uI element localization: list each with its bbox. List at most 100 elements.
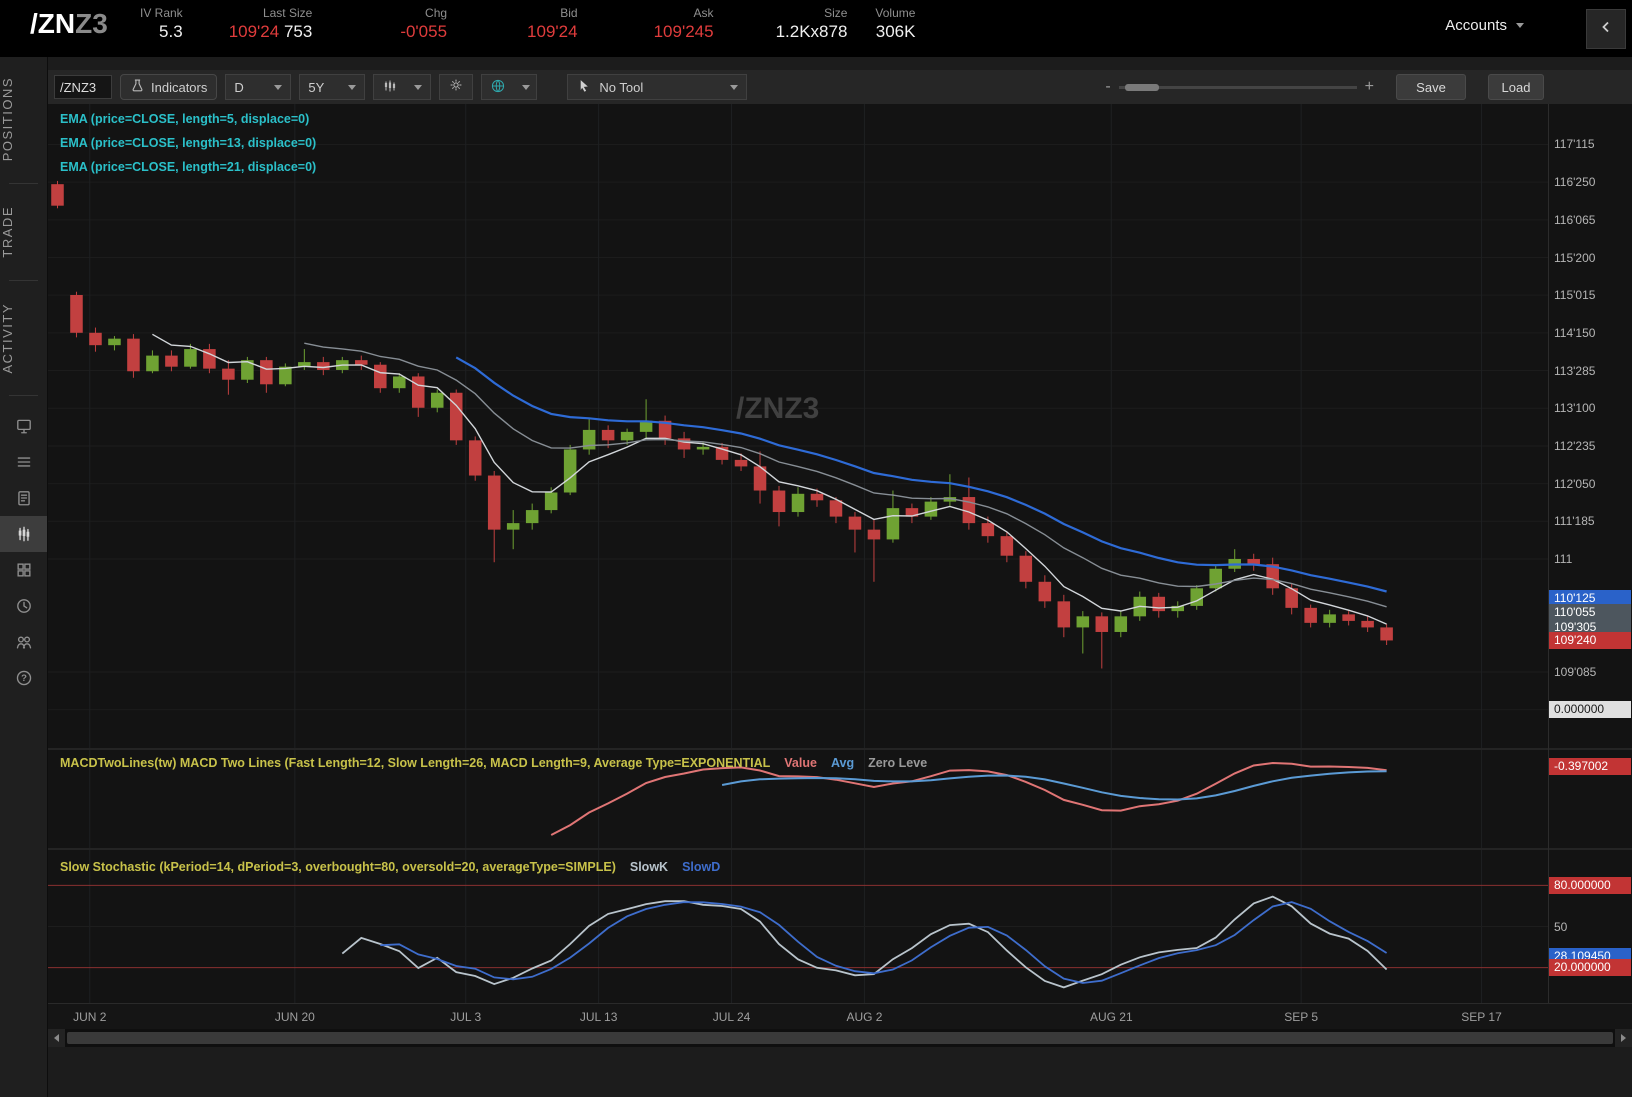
price-chart-canvas[interactable]	[48, 104, 1548, 748]
candle	[1247, 553, 1260, 571]
scrollbar-thumb[interactable]	[67, 1032, 1613, 1044]
sidebar-icon-journal-icon[interactable]	[0, 480, 47, 516]
chevron-down-icon	[348, 84, 357, 90]
sidebar-item-trade[interactable]: TRADE	[0, 206, 15, 258]
sidebar-icon-monitor-icon[interactable]	[0, 408, 47, 444]
candle	[639, 399, 653, 439]
price-tick-label: 116'250	[1554, 175, 1596, 190]
stoch-chart-canvas[interactable]	[48, 850, 1548, 1003]
candle	[563, 444, 577, 496]
grid-layout-dropdown[interactable]	[481, 74, 538, 100]
stat-value: 1.2Kx878	[775, 22, 848, 41]
stoch-tick-label: 50	[1554, 919, 1568, 934]
ema21-label: EMA (price=CLOSE, length=21, displace=0)	[60, 160, 317, 174]
sidebar-icon-community-icon[interactable]	[0, 624, 47, 660]
scroll-right-button[interactable]	[1615, 1029, 1632, 1047]
candle	[677, 431, 691, 458]
candle	[1019, 551, 1033, 589]
indicators-button[interactable]: Indicators	[120, 74, 218, 100]
axis-divider	[1548, 104, 1549, 1003]
candles	[51, 180, 1393, 669]
ema13-line	[304, 342, 1387, 608]
pane-divider[interactable]	[48, 748, 1632, 750]
stoch-axis-box: 80.000000	[1549, 876, 1631, 894]
sidebar-icon-apps-icon[interactable]	[0, 552, 47, 588]
macd-axis-box: 0.000000	[1549, 700, 1631, 718]
drawing-tool-dropdown[interactable]: No Tool	[567, 74, 748, 100]
scroll-left-button[interactable]	[48, 1029, 65, 1047]
macd-study-label: MACDTwoLines(tw) MACD Two Lines (Fast Le…	[60, 756, 927, 770]
slowk-line	[341, 895, 1388, 989]
time-tick-label: SEP 5	[1284, 1010, 1319, 1024]
candle	[411, 373, 425, 417]
sidebar-icon-help-icon[interactable]: ?	[0, 660, 47, 696]
accounts-button[interactable]: Accounts	[1445, 17, 1524, 34]
divider	[9, 279, 38, 281]
horizontal-scrollbar[interactable]	[48, 1029, 1632, 1047]
symbol-input[interactable]	[54, 75, 112, 99]
macd-title: MACDTwoLines(tw) MACD Two Lines (Fast Le…	[60, 756, 771, 770]
chevron-down-icon	[1516, 23, 1524, 28]
stat-value: -0'055	[400, 22, 448, 41]
sidebar-item-activity[interactable]: ACTIVITY	[0, 302, 15, 374]
chart-region: EMA (price=CLOSE, length=5, displace=0) …	[48, 104, 1632, 1047]
candle	[374, 362, 387, 393]
collapse-panel-button[interactable]	[1586, 9, 1626, 49]
stat-size: Size 1.2Kx878	[776, 6, 848, 43]
divider	[9, 183, 38, 185]
chart-type-dropdown[interactable]	[373, 74, 432, 100]
price-tick-label: 112'050	[1554, 476, 1596, 491]
zoom-in-button[interactable]: +	[1364, 78, 1374, 95]
chevron-down-icon	[414, 84, 423, 90]
ema5-line	[152, 333, 1387, 625]
candle	[184, 343, 197, 369]
sidebar-icon-charts-icon[interactable]	[0, 516, 47, 553]
time-axis[interactable]: JUN 2 JUN 20 JUL 3 JUL 13 JUL 24 AUG 2 AUG 21 S…	[48, 1003, 1632, 1029]
zoom-out-button[interactable]: -	[1105, 78, 1111, 95]
candle	[1228, 549, 1241, 573]
stat-label: Bid	[560, 6, 578, 20]
candle	[1152, 592, 1166, 618]
time-tick-label: AUG 21	[1089, 1010, 1133, 1024]
time-tick-label: JUL 3	[450, 1010, 482, 1024]
candle	[1095, 612, 1109, 669]
time-tick-label: JUL 24	[712, 1010, 751, 1024]
candle	[51, 180, 64, 209]
stoch-study-label: Slow Stochastic (kPeriod=14, dPeriod=3, …	[60, 860, 720, 874]
timeframe-dropdown[interactable]: D	[225, 74, 292, 100]
zoom-slider-thumb[interactable]	[1124, 83, 1159, 91]
range-dropdown[interactable]: 5Y	[299, 74, 366, 100]
pane-divider[interactable]	[48, 848, 1632, 850]
zoom-control: - +	[1105, 78, 1374, 96]
sidebar-icon-history-icon[interactable]	[0, 588, 47, 624]
candle	[810, 488, 824, 507]
stat-value: 109'24	[527, 22, 578, 41]
stoch-legend: SlowK SlowD	[616, 860, 720, 874]
chart-toolbar: Indicators D 5Y No Tool	[48, 70, 1632, 104]
candle	[89, 327, 102, 352]
candle	[70, 291, 83, 338]
sidebar-icons: ?	[0, 408, 47, 696]
macd-chart-canvas[interactable]	[48, 750, 1548, 848]
drawing-tool-value: No Tool	[599, 79, 644, 95]
candle	[943, 474, 957, 507]
zoom-slider[interactable]	[1118, 83, 1357, 91]
price-axis-box: 110'055	[1549, 604, 1631, 622]
cursor-icon	[576, 78, 591, 96]
legend-item: SlowK	[629, 860, 669, 874]
price-tick-label: 115'015	[1554, 288, 1596, 303]
gear-icon	[448, 77, 464, 98]
price-axis[interactable]: 117'115 116'250 116'065 115'200 115'015 114'1…	[1549, 104, 1632, 1003]
chart-settings-button[interactable]	[439, 74, 474, 100]
stat-value: 306K	[875, 22, 916, 41]
symbol-root: /ZN	[30, 8, 76, 39]
candle	[393, 373, 406, 393]
sidebar-item-positions[interactable]: POSITIONS	[0, 77, 15, 162]
save-button[interactable]: Save	[1396, 74, 1466, 100]
sphere-grid-icon	[490, 78, 506, 97]
sidebar-icon-watchlist-icon[interactable]	[0, 444, 47, 480]
time-tick-label: AUG 2	[846, 1010, 883, 1024]
load-button[interactable]: Load	[1488, 74, 1544, 100]
candle	[449, 389, 463, 445]
